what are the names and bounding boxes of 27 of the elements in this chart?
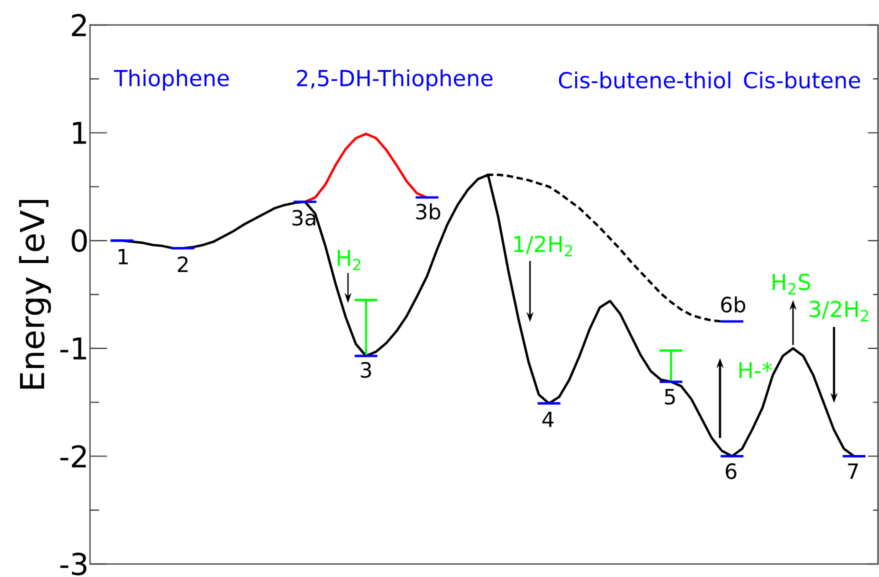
annotation: Thiophene [114, 69, 229, 91]
line-series [304, 132, 428, 203]
annotation: 5 [664, 389, 675, 405]
y-tick-label: -1 [60, 337, 86, 360]
annotation: 2,5-DH-Thiophene [297, 69, 492, 91]
annotation: Cis-butene-thiol [558, 71, 730, 89]
annotation: 6 [726, 463, 736, 480]
annotation: Cis-butene [744, 71, 860, 89]
annotation: 7 [848, 464, 858, 479]
y-tick-label: 0 [72, 229, 87, 252]
y-tick-label: 1 [73, 122, 86, 144]
y-axis-title: Energy [eV] [19, 200, 51, 389]
annotation: H-* [739, 362, 772, 378]
annotation: 4 [542, 412, 554, 428]
annotation: H$_{2}$S [772, 274, 810, 294]
annotation: 2 [178, 256, 188, 272]
y-tick-label: 2 [72, 14, 86, 36]
annotation: 1/2H$_{2}$ [514, 236, 572, 256]
annotation: 6b [721, 296, 746, 313]
annotation: 3a [292, 210, 316, 226]
annotation: 1 [118, 248, 128, 264]
annotation: H$_{2}$ [338, 250, 360, 270]
y-tick-label: -2 [60, 445, 86, 468]
annotation: 3b [416, 203, 440, 220]
annotation: 3/2H$_{2}$ [810, 300, 868, 322]
annotation: 3 [360, 362, 371, 378]
y-tick-label: -3 [60, 552, 86, 576]
